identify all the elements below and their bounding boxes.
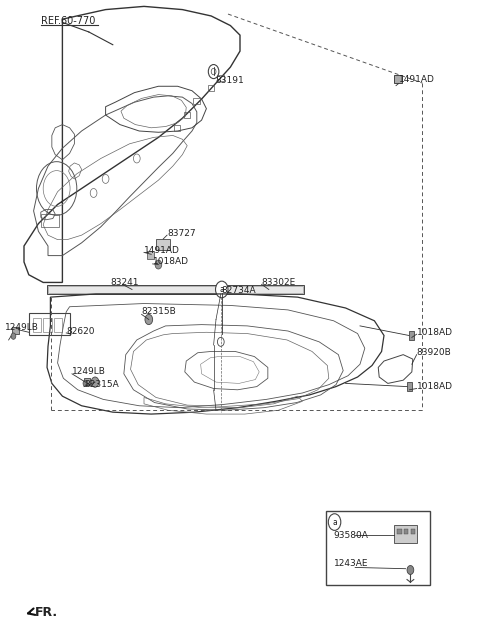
FancyBboxPatch shape — [84, 378, 90, 385]
Text: FR.: FR. — [35, 606, 58, 619]
Text: 82315B: 82315B — [142, 307, 176, 316]
Text: 93580A: 93580A — [334, 531, 369, 540]
FancyBboxPatch shape — [394, 75, 402, 83]
FancyBboxPatch shape — [407, 382, 412, 391]
Text: REF.60-770: REF.60-770 — [41, 16, 95, 26]
Circle shape — [216, 281, 228, 298]
Circle shape — [407, 566, 414, 574]
Text: 1249LB: 1249LB — [72, 367, 106, 376]
Text: 83241: 83241 — [110, 278, 139, 287]
FancyBboxPatch shape — [409, 331, 414, 340]
Text: 1249LB: 1249LB — [5, 323, 39, 332]
FancyBboxPatch shape — [147, 251, 154, 259]
Text: 82315A: 82315A — [84, 380, 119, 389]
FancyBboxPatch shape — [411, 529, 415, 534]
Text: 83727: 83727 — [167, 229, 196, 238]
Text: 1243AE: 1243AE — [334, 559, 368, 568]
Text: 1018AD: 1018AD — [153, 258, 189, 266]
Text: 83191: 83191 — [215, 76, 244, 85]
Text: 1491AD: 1491AD — [399, 75, 435, 84]
FancyBboxPatch shape — [12, 327, 19, 334]
FancyBboxPatch shape — [156, 239, 170, 250]
Text: 1018AD: 1018AD — [417, 382, 453, 391]
Text: 1018AD: 1018AD — [417, 328, 453, 337]
Text: 82620: 82620 — [66, 327, 95, 335]
Text: a: a — [219, 285, 224, 294]
Circle shape — [91, 377, 99, 387]
Circle shape — [155, 260, 162, 269]
Circle shape — [83, 380, 88, 387]
Text: 1491AD: 1491AD — [144, 246, 180, 255]
Text: 83302E: 83302E — [262, 278, 296, 287]
FancyBboxPatch shape — [397, 529, 402, 534]
Text: 83920B: 83920B — [417, 348, 451, 357]
Circle shape — [145, 314, 153, 325]
FancyBboxPatch shape — [47, 285, 304, 294]
Circle shape — [11, 333, 16, 339]
FancyBboxPatch shape — [326, 511, 430, 585]
Text: a: a — [332, 518, 337, 527]
Text: 82734A: 82734A — [222, 286, 256, 295]
FancyBboxPatch shape — [404, 529, 408, 534]
FancyBboxPatch shape — [394, 525, 417, 543]
